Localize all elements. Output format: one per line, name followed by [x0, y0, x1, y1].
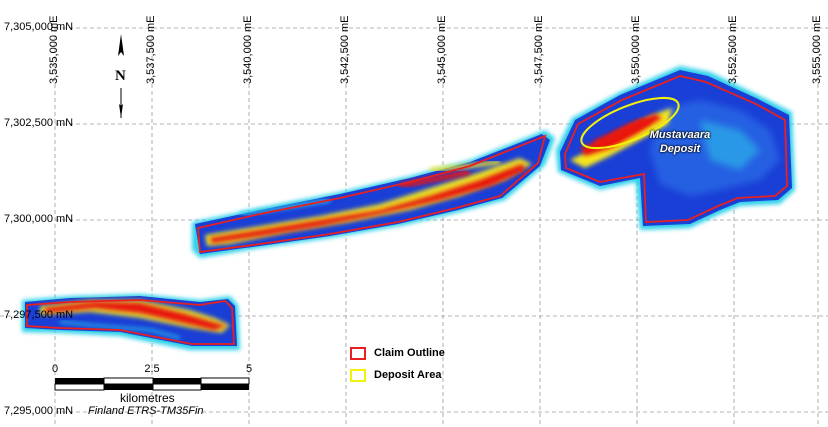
claim-outline-swatch: [350, 346, 366, 360]
legend-label-claim-outline: Claim Outline: [374, 347, 445, 359]
easting-label: 3,537,500 mE: [145, 15, 157, 85]
northing-label: 7,297,500 mN: [4, 309, 74, 321]
scale-units-label: kilometres: [120, 391, 175, 405]
grid-lines: [0, 27, 828, 427]
north-arrow: [118, 34, 124, 118]
deposit-label-line2: Deposit: [659, 143, 701, 155]
easting-label: 3,555,000 mE: [811, 15, 823, 85]
northing-label: 7,295,000 mN: [4, 405, 74, 417]
easting-label: 3,540,000 mE: [242, 15, 254, 85]
northing-label: 7,302,500 mN: [4, 117, 74, 129]
legend-item-claim-outline: Claim Outline: [350, 342, 445, 364]
northing-label: 7,305,000 mN: [4, 21, 74, 33]
deposit-label-line1: Mustavaara: [649, 129, 711, 141]
scale-bar-graphic: [54, 377, 250, 391]
crs-label: Finland ETRS-TM35Fin: [88, 405, 204, 417]
legend-item-deposit-area: Deposit Area: [350, 364, 445, 386]
deposit-label: Mustavaara Deposit: [640, 128, 720, 156]
easting-label: 3,550,000 mE: [630, 15, 642, 85]
easting-label: 3,547,500 mE: [533, 15, 545, 85]
easting-label: 3,542,500 mE: [339, 15, 351, 85]
deposit-area-swatch: [350, 368, 366, 382]
scale-tick-label: 2.5: [144, 363, 160, 375]
legend-label-deposit-area: Deposit Area: [374, 369, 442, 381]
scale-tick-label: 0: [51, 363, 59, 375]
easting-label: 3,552,500 mE: [727, 15, 739, 85]
north-arrow-letter: N: [115, 68, 126, 84]
claim-outlines: [26, 75, 788, 345]
scale-tick-label: 5: [245, 363, 253, 375]
map-legend: Claim Outline Deposit Area: [350, 342, 445, 386]
claim-outline-central: [197, 134, 547, 254]
northing-label: 7,300,000 mN: [4, 213, 74, 225]
central-anomaly-block: [192, 130, 555, 258]
easting-label: 3,545,000 mE: [436, 15, 448, 85]
sw-anomaly-block: [22, 294, 240, 350]
claim-outline-ne: [564, 75, 788, 223]
deposit-area-ellipse: [580, 96, 680, 150]
claim-outline-sw: [26, 299, 235, 345]
easting-label: 3,535,000 mE: [48, 15, 60, 85]
